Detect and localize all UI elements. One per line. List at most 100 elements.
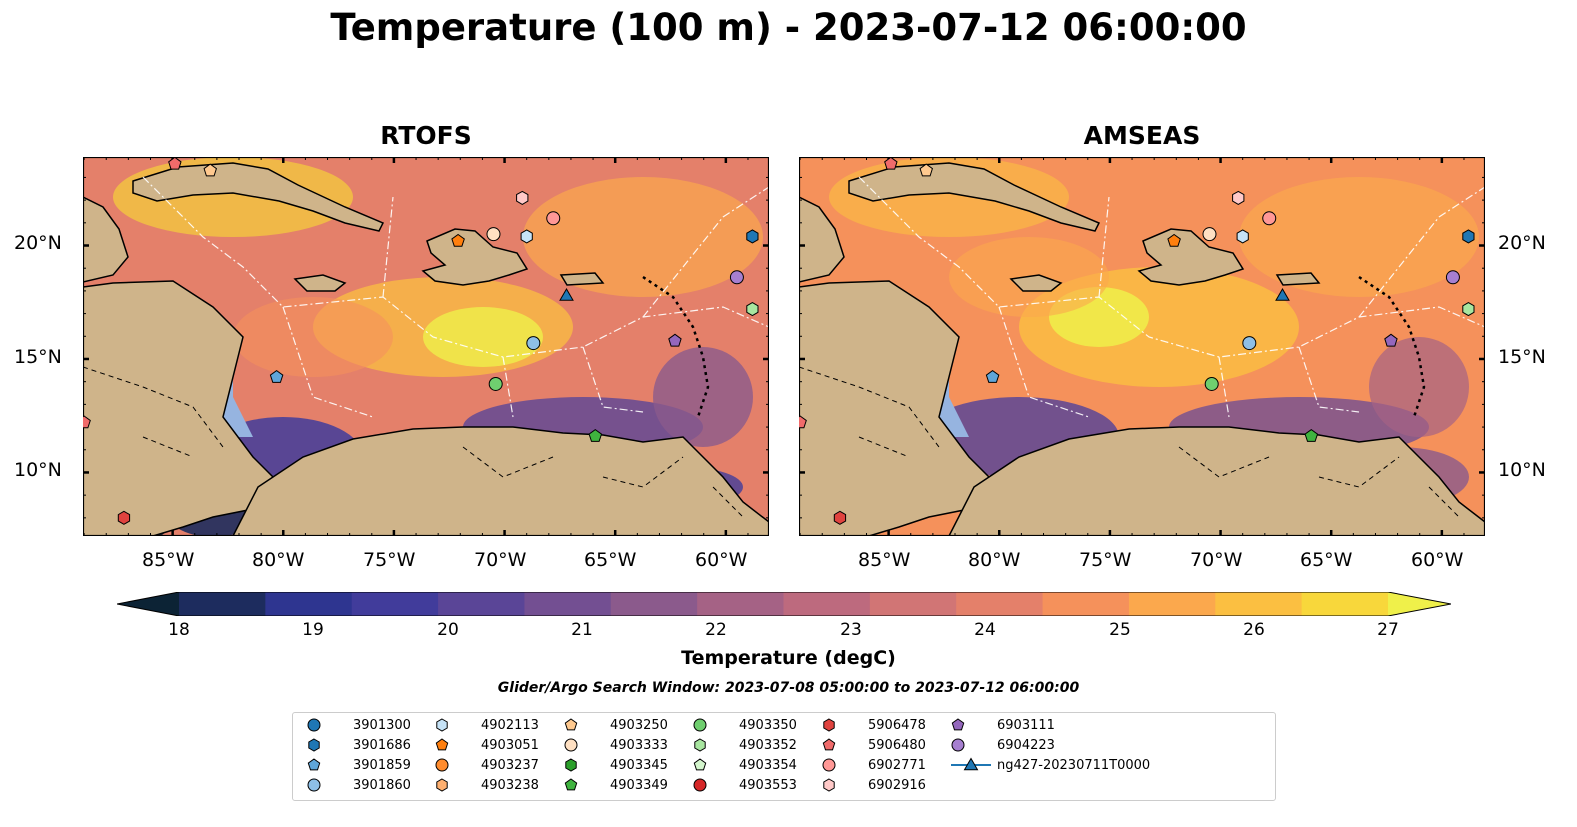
float-marker-6902771 [1262,211,1277,226]
y-tick-label: 20°N [14,232,62,254]
legend-marker-icon [565,758,577,772]
legend-label: 4903238 [481,778,539,793]
legend-label: 6903111 [997,718,1055,733]
float-marker-3901686 [1462,229,1475,244]
legend-label: 4903352 [739,738,797,753]
legend-label: 5906480 [868,738,926,753]
float-marker-3901859 [985,369,1000,383]
legend-marker-icon [435,758,449,772]
float-marker-6903111 [668,333,682,347]
legend-label: 3901300 [353,718,411,733]
land-mass [1275,272,1321,286]
x-tick-label: 75°W [1079,549,1132,571]
colorbar-tick-label: 18 [168,620,190,640]
rtofs-map-panel [83,157,769,536]
colorbar-tick-label: 24 [974,620,996,640]
float-marker-6903111 [1384,333,1398,347]
x-tick-label: 60°W [695,549,748,571]
colorbar-segment [697,592,784,616]
colorbar-segment [1215,592,1303,616]
land-mass [232,426,769,536]
legend-label: 6904223 [997,738,1055,753]
x-tick-label: 85°W [142,549,195,571]
float-marker-4903051 [1167,233,1181,247]
legend: 3901300 3901686 3901859 3901860 4902113 49030… [292,712,1276,801]
float-marker-4903352 [746,302,759,317]
legend-marker-icon [308,738,320,752]
float-marker-6904223 [1445,270,1460,285]
legend-marker-icon [564,718,578,731]
legend-label: 4903051 [481,738,539,753]
legend-marker-icon [823,718,835,732]
colorbar-tick-label: 19 [302,620,324,640]
land-mass [421,228,529,286]
legend-label: 4903350 [739,718,797,733]
float-marker-3901686 [746,229,759,244]
colorbar-tick-label: 21 [571,620,593,640]
float-marker-4903333 [1202,227,1217,242]
float-marker-4903051 [451,233,465,247]
land-mass [1009,274,1063,292]
float-marker-4903349 [1304,428,1319,442]
panel-title-amseas: AMSEAS [1083,121,1201,150]
land-mass [799,196,845,283]
x-tick-label: 75°W [363,549,416,571]
float-marker-5906480 [83,415,91,429]
legend-marker-icon [694,738,706,752]
float-marker-ng427-20230711T0000 [1275,288,1290,301]
land-mass [83,196,129,283]
float-marker-3901860 [1242,336,1257,351]
legend-marker-icon [823,778,835,792]
colorbar-title: Temperature (degC) [681,647,896,669]
colorbar-segment [524,592,612,616]
colorbar-segment [265,592,353,616]
land-mass [293,274,347,292]
legend-label: 4902113 [481,718,539,733]
x-tick-label: 70°W [474,549,527,571]
legend-marker-icon [693,778,707,792]
legend-marker-icon [963,757,979,771]
land-mass [132,162,385,232]
colorbar-tick-label: 27 [1377,620,1399,640]
colorbar-segment [869,592,957,616]
legend-label: 3901860 [353,778,411,793]
legend-label: 4903553 [739,778,797,793]
float-marker-4903350 [488,376,503,391]
legend-marker-icon [307,758,321,771]
legend-label: 4903250 [610,718,668,733]
y-tick-label: 10°N [1498,459,1546,481]
legend-marker-icon [435,738,449,751]
float-marker-ng427-20230711T0000 [559,288,574,301]
legend-marker-icon [436,778,448,792]
legend-label: ng427-20230711T0000 [997,758,1151,773]
colorbar-segment [1042,592,1130,616]
legend-marker-icon [436,718,448,732]
colorbar-tick-label: 23 [840,620,862,640]
legend-label: 4903237 [481,758,539,773]
legend-label: 3901859 [353,758,411,773]
legend-marker-icon [564,738,578,752]
float-marker-4903250 [919,163,933,177]
float-marker-6902916 [516,190,529,205]
colorbar-tick-label: 25 [1109,620,1131,640]
float-marker-4903350 [1204,376,1219,391]
colorbar [117,592,1451,616]
x-tick-label: 70°W [1190,549,1243,571]
float-marker-4903349 [588,428,603,442]
x-tick-label: 65°W [584,549,637,571]
legend-marker-icon [951,738,965,752]
land-mass [948,426,1485,536]
float-marker-5906480 [799,415,807,429]
float-marker-6902916 [1232,190,1245,205]
float-marker-4902113 [1236,229,1249,244]
colorbar-segment [1128,592,1216,616]
float-marker-6904223 [729,270,744,285]
float-marker-5906480 [884,157,898,170]
legend-marker-icon [307,718,321,732]
float-marker-3901859 [269,369,284,383]
colorbar-segment [610,592,698,616]
y-tick-label: 20°N [1498,232,1546,254]
float-marker-5906478 [117,510,131,525]
float-marker-6902771 [546,211,561,226]
float-marker-4903352 [1462,302,1475,317]
